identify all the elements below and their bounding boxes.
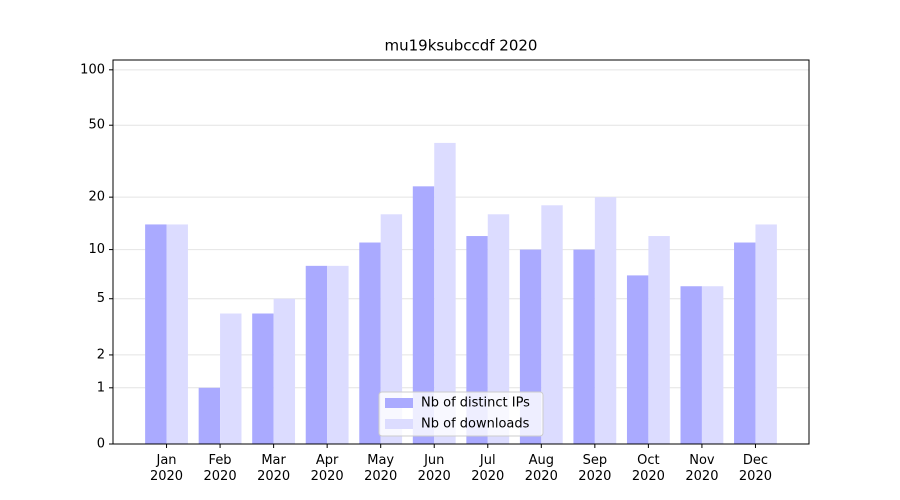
bar [220, 313, 242, 444]
x-tick-label: Dec 2020 [738, 453, 772, 484]
bar [680, 286, 702, 444]
x-tick-label: Mar 2020 [257, 453, 291, 484]
bar [145, 224, 167, 444]
y-tick-label: 1 [97, 380, 105, 395]
bar [327, 265, 349, 444]
bar [273, 298, 296, 444]
bar [434, 142, 456, 445]
x-tick-label: Jul 2020 [471, 453, 505, 484]
bar [626, 275, 649, 444]
x-tick-label: Apr 2020 [310, 453, 344, 484]
y-tick-label: 20 [88, 190, 105, 205]
x-tick-label: Nov 2020 [685, 453, 719, 484]
legend-swatch [385, 419, 413, 429]
bar [412, 186, 435, 444]
legend-label: Nb of distinct IPs [421, 396, 530, 411]
bar [701, 286, 724, 444]
bar [734, 242, 756, 444]
bar [305, 265, 328, 444]
bar [166, 224, 188, 444]
y-tick-label: 10 [88, 242, 105, 257]
x-tick-label: Sep 2020 [578, 453, 612, 484]
bar [594, 197, 617, 444]
x-tick-label: Jan 2020 [149, 453, 184, 484]
x-tick-label: Jun 2020 [417, 453, 451, 484]
y-tick-label: 50 [88, 118, 105, 133]
bar [541, 205, 563, 444]
bar [573, 249, 595, 444]
bar [487, 214, 510, 444]
y-tick-label: 2 [97, 347, 105, 362]
bar [198, 387, 221, 444]
legend-label: Nb of downloads [421, 417, 530, 432]
y-tick-label: 5 [97, 291, 105, 306]
bar [359, 242, 381, 444]
x-tick-label: Feb 2020 [203, 453, 237, 484]
bar [380, 214, 403, 444]
y-tick-label: 100 [80, 62, 105, 77]
legend: Nb of distinct IPs Nb of downloads [378, 391, 544, 437]
bar [252, 313, 274, 444]
chart-title: mu19ksubccdf 2020 [385, 37, 538, 55]
bar [755, 224, 777, 444]
bar [648, 236, 670, 444]
y-tick-label: 0 [97, 437, 105, 452]
x-tick-label: May 2020 [364, 453, 398, 484]
x-tick-label: Oct 2020 [631, 453, 665, 484]
legend-swatch [385, 398, 413, 408]
legend-frame [378, 391, 544, 437]
x-tick-label: Aug 2020 [524, 453, 558, 484]
plot-frame [112, 59, 810, 445]
